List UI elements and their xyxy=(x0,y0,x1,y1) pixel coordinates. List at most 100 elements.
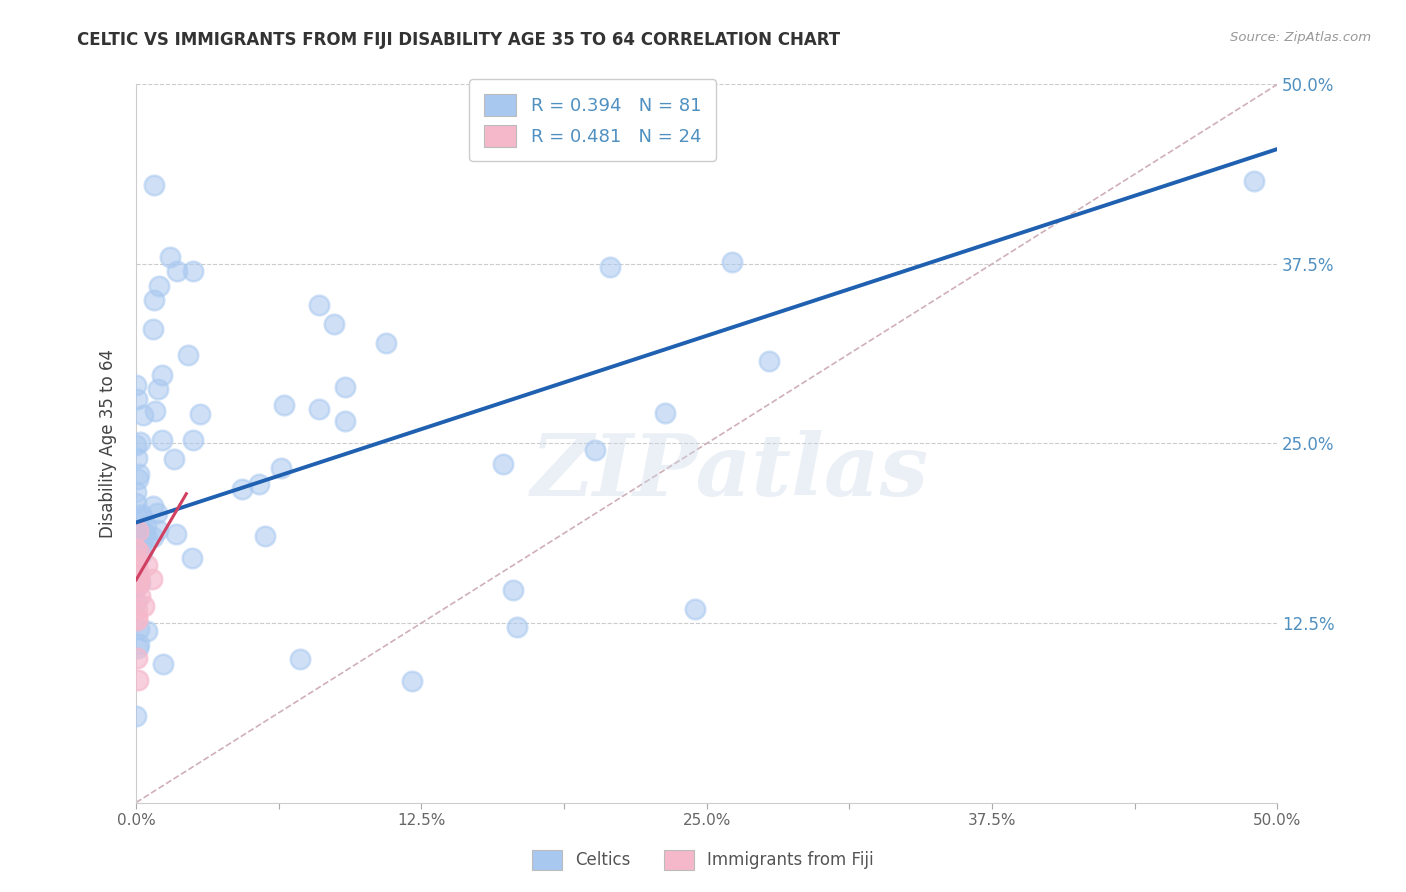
Point xyxy=(128,512,150,526)
Point xyxy=(142,322,165,336)
Point xyxy=(583,443,606,458)
Point xyxy=(127,673,149,688)
Point xyxy=(125,573,148,587)
Point xyxy=(135,517,157,532)
Point xyxy=(125,561,148,575)
Point xyxy=(129,434,152,449)
Point xyxy=(181,433,204,447)
Point xyxy=(129,539,152,553)
Point xyxy=(134,526,156,541)
Point xyxy=(125,571,148,585)
Point xyxy=(401,673,423,688)
Point xyxy=(127,472,149,486)
Text: ZIPatlas: ZIPatlas xyxy=(530,431,928,514)
Legend: R = 0.394   N = 81, R = 0.481   N = 24: R = 0.394 N = 81, R = 0.481 N = 24 xyxy=(470,79,716,161)
Point xyxy=(177,348,200,362)
Point xyxy=(152,657,174,672)
Point xyxy=(288,652,311,666)
Point xyxy=(506,619,529,633)
Point xyxy=(136,624,159,638)
Point xyxy=(335,414,357,428)
Point xyxy=(146,506,169,520)
Point xyxy=(128,622,150,636)
Point xyxy=(127,524,149,538)
Point xyxy=(135,530,157,544)
Point xyxy=(188,407,211,421)
Point xyxy=(131,509,153,524)
Point xyxy=(181,264,204,278)
Point xyxy=(127,451,149,466)
Point xyxy=(323,317,346,331)
Point xyxy=(163,451,186,466)
Point xyxy=(125,595,148,609)
Point xyxy=(502,582,524,597)
Point xyxy=(129,589,152,603)
Point xyxy=(135,558,157,572)
Text: CELTIC VS IMMIGRANTS FROM FIJI DISABILITY AGE 35 TO 64 CORRELATION CHART: CELTIC VS IMMIGRANTS FROM FIJI DISABILIT… xyxy=(77,31,841,49)
Point xyxy=(128,637,150,651)
Point xyxy=(654,406,676,420)
Point xyxy=(127,578,149,592)
Point xyxy=(125,553,148,567)
Point xyxy=(127,568,149,582)
Point xyxy=(128,572,150,586)
Point xyxy=(128,571,150,585)
Point xyxy=(128,545,150,559)
Point xyxy=(125,611,148,625)
Point xyxy=(159,250,181,264)
Point xyxy=(125,566,148,580)
Point xyxy=(142,530,165,544)
Point xyxy=(142,500,165,514)
Point xyxy=(125,613,148,627)
Point xyxy=(132,409,155,423)
Point xyxy=(308,401,330,416)
Point xyxy=(231,483,253,497)
Point xyxy=(128,467,150,482)
Point xyxy=(125,581,148,595)
Legend: Celtics, Immigrants from Fiji: Celtics, Immigrants from Fiji xyxy=(526,843,880,877)
Point xyxy=(143,178,166,192)
Point xyxy=(492,457,515,471)
Point xyxy=(125,709,148,723)
Point xyxy=(128,573,150,587)
Point xyxy=(150,434,173,448)
Point xyxy=(148,278,170,293)
Point xyxy=(273,398,295,412)
Y-axis label: Disability Age 35 to 64: Disability Age 35 to 64 xyxy=(100,349,117,538)
Point xyxy=(375,336,398,351)
Point xyxy=(128,576,150,591)
Point xyxy=(146,382,169,396)
Point xyxy=(132,599,155,613)
Point xyxy=(333,379,356,393)
Point xyxy=(129,548,152,562)
Point xyxy=(143,404,166,418)
Point xyxy=(131,546,153,560)
Point xyxy=(125,552,148,566)
Point xyxy=(125,574,148,588)
Point xyxy=(270,461,292,475)
Point xyxy=(128,538,150,552)
Point xyxy=(166,264,188,278)
Point xyxy=(127,651,149,665)
Point xyxy=(125,579,148,593)
Point xyxy=(758,354,780,368)
Point xyxy=(125,603,148,617)
Point xyxy=(125,496,148,510)
Point xyxy=(127,641,149,656)
Point xyxy=(127,567,149,582)
Point xyxy=(128,576,150,591)
Point xyxy=(685,601,707,615)
Point xyxy=(125,484,148,499)
Point xyxy=(125,542,148,557)
Point xyxy=(125,438,148,452)
Point xyxy=(125,558,148,573)
Point xyxy=(127,536,149,550)
Text: Source: ZipAtlas.com: Source: ZipAtlas.com xyxy=(1230,31,1371,45)
Point xyxy=(1243,173,1265,187)
Point xyxy=(247,477,270,491)
Point xyxy=(599,260,621,274)
Point xyxy=(181,551,204,566)
Point xyxy=(141,572,163,586)
Point xyxy=(254,529,277,543)
Point xyxy=(129,508,152,522)
